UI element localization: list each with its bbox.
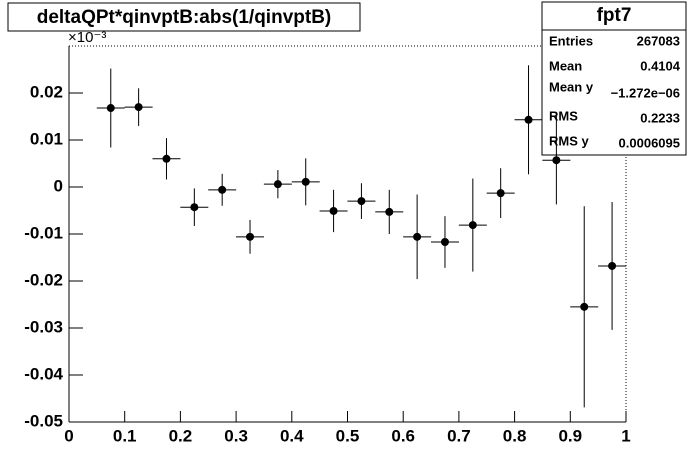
y-multiplier: ×10⁻³: [68, 29, 106, 46]
x-tick-label: 0.1: [113, 426, 137, 445]
point: [329, 206, 338, 215]
stats-value: −1.272e−06: [611, 85, 680, 100]
stats-label: Entries: [549, 33, 593, 48]
stats-value: 0.4104: [640, 58, 681, 73]
stats-box: fpt7 Entries 267083 Mean 0.4104 Mean y −1.272…: [541, 1, 687, 156]
x-tick-label: 0.9: [558, 426, 582, 445]
y-tick-label: 0: [54, 176, 63, 195]
point: [440, 237, 449, 246]
stats-label: RMS y: [549, 133, 590, 148]
x-tick-label: 1: [621, 426, 630, 445]
stats-value: 0.0006095: [619, 135, 680, 150]
y-tick-label: -0.01: [24, 223, 63, 242]
point: [106, 104, 115, 113]
point: [552, 156, 561, 165]
point: [524, 115, 533, 124]
point: [608, 261, 617, 270]
point: [580, 302, 589, 311]
stats-label: RMS: [549, 108, 578, 123]
point: [218, 185, 227, 194]
stats-label: Mean y: [549, 79, 594, 94]
point: [301, 177, 310, 186]
point: [162, 154, 171, 163]
point: [134, 103, 143, 112]
point: [190, 203, 199, 212]
x-tick-label: 0.3: [224, 426, 248, 445]
x-tick-label: 0.8: [503, 426, 527, 445]
x-tick-label: 0.2: [169, 426, 193, 445]
x-tick-label: 0.4: [280, 426, 304, 445]
point: [246, 232, 255, 241]
stats-label: Mean: [549, 58, 582, 73]
y-tick-label: -0.05: [24, 411, 63, 430]
x-tick-label: 0.7: [447, 426, 471, 445]
x-tick-label: 0.5: [336, 426, 360, 445]
stats-frame: [541, 1, 687, 156]
chart-title: deltaQPt*qinvptB:abs(1/qinvptB): [37, 7, 332, 28]
x-tick-label: 0.6: [391, 426, 415, 445]
point: [357, 197, 366, 206]
y-tick-label: -0.04: [24, 364, 63, 383]
stats-title: fpt7: [597, 5, 632, 26]
x-tick-label: 0: [64, 426, 73, 445]
point: [385, 207, 394, 216]
point: [273, 180, 282, 189]
point: [468, 221, 477, 230]
stats-value: 0.2233: [640, 110, 680, 125]
y-tick-label: 0.01: [30, 129, 63, 148]
point: [496, 189, 505, 198]
y-tick-label: 0.02: [30, 82, 63, 101]
point: [413, 232, 422, 241]
y-tick-label: -0.03: [24, 317, 63, 336]
title-box: [7, 2, 361, 32]
y-tick-label: -0.02: [24, 270, 63, 289]
stats-value: 267083: [637, 33, 680, 48]
